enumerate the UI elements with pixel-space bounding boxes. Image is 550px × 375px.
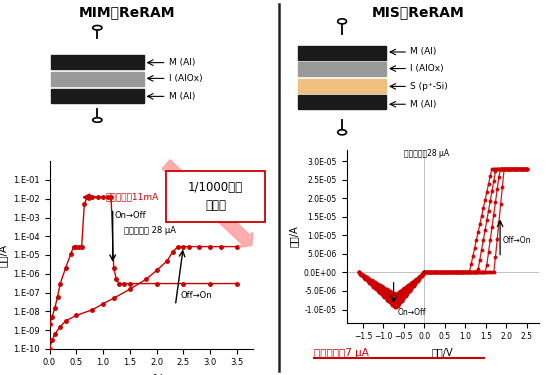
Circle shape: [338, 19, 346, 24]
Y-axis label: 電流/A: 電流/A: [288, 225, 298, 247]
Circle shape: [93, 118, 102, 122]
Bar: [51, 72, 144, 86]
Text: I (AlOx): I (AlOx): [410, 64, 444, 73]
Text: 1/1000以下
に低下: 1/1000以下 に低下: [188, 181, 243, 212]
Circle shape: [93, 26, 102, 30]
Y-axis label: 電流/A: 電流/A: [0, 243, 8, 267]
Text: M (Al): M (Al): [410, 100, 437, 109]
X-axis label: 電圧/V: 電圧/V: [432, 347, 454, 357]
Bar: [298, 95, 386, 109]
Text: On→Off: On→Off: [115, 210, 146, 219]
Text: M (Al): M (Al): [169, 92, 195, 101]
Text: 電流制限：28 μA: 電流制限：28 μA: [404, 148, 449, 158]
Bar: [298, 79, 386, 93]
Text: On→Off: On→Off: [398, 308, 426, 317]
Text: MIS型ReRAM: MIS型ReRAM: [372, 6, 464, 20]
Circle shape: [338, 130, 346, 135]
Text: Off→On: Off→On: [502, 236, 531, 245]
Text: M (Al): M (Al): [410, 48, 437, 57]
FancyArrow shape: [162, 160, 253, 247]
Text: I (AlOx): I (AlOx): [169, 74, 202, 83]
Bar: [51, 88, 144, 103]
Bar: [166, 171, 265, 222]
Text: オフ電流：7 μA: オフ電流：7 μA: [314, 348, 369, 358]
Text: S (p⁺-Si): S (p⁺-Si): [410, 82, 448, 91]
X-axis label: 電圧/V: 電圧/V: [140, 373, 163, 375]
Text: M (Al): M (Al): [169, 58, 195, 67]
Text: Off→On: Off→On: [181, 291, 212, 300]
Text: 電流制限： 28 μA: 電流制限： 28 μA: [124, 226, 177, 235]
Text: MIM型ReRAM: MIM型ReRAM: [78, 6, 175, 20]
Bar: [298, 46, 386, 60]
Bar: [51, 55, 144, 69]
Bar: [298, 62, 386, 76]
Text: オフ電流：11mA: オフ電流：11mA: [106, 193, 159, 202]
